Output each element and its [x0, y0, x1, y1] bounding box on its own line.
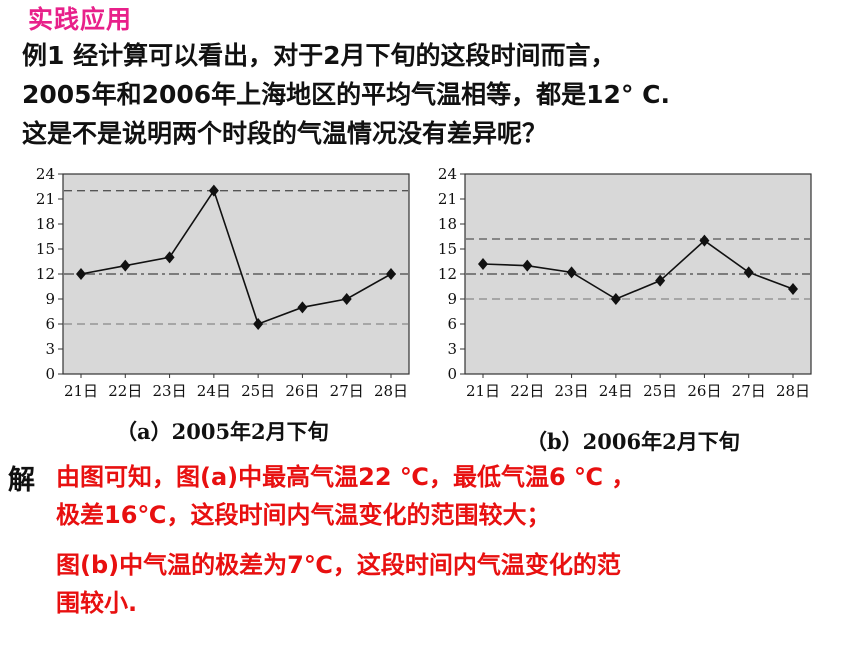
data-point	[610, 293, 621, 305]
x-tick-label: 23日	[153, 382, 187, 400]
data-point	[120, 259, 131, 272]
data-point	[297, 301, 308, 314]
data-point	[164, 251, 175, 264]
y-tick-label: 12	[438, 265, 457, 283]
data-point	[208, 184, 219, 197]
y-tick-label: 3	[447, 340, 457, 358]
data-point	[566, 266, 577, 279]
chart-b: 0 3 6 9 12 15 18 21 24 21日 22日 23日 24日 25日 26日 27日 28日	[438, 166, 812, 400]
y-tick-label: 18	[438, 215, 457, 233]
y-tick-label: 15	[36, 240, 55, 258]
x-tick-label: 27日	[330, 382, 364, 400]
x-tick-label: 22日	[108, 382, 142, 400]
data-point	[743, 266, 754, 279]
x-tick-label: 25日	[643, 382, 677, 400]
y-tick-label: 0	[447, 365, 457, 383]
x-tick-label: 25日	[241, 382, 275, 400]
x-tick-label: 22日	[510, 382, 544, 400]
x-tick-label: 21日	[64, 382, 98, 400]
solution-line-2: 极差16℃，这段时间内气温变化的范围较大；	[56, 501, 551, 529]
data-point	[699, 234, 710, 247]
section-title: 实践应用	[28, 5, 133, 34]
y-tick-label: 21	[36, 190, 55, 208]
data-point	[76, 268, 86, 280]
chart-a: 0 3 6 9 12 15 18 21 24 21日 22日 23日 24日 25日 26日 27日 28日	[36, 166, 410, 400]
temperature-line	[482, 239, 794, 300]
y-tick-label: 24	[438, 166, 457, 183]
data-point	[478, 258, 488, 270]
data-point	[253, 318, 264, 330]
y-tick-label: 18	[36, 215, 55, 233]
x-tick-label: 28日	[374, 382, 408, 400]
example-question: 例1 经计算可以看出，对于2月下旬的这段时间而言， 2005年和2006年上海地…	[22, 36, 852, 153]
data-point	[655, 274, 666, 287]
question-line-2: 2005年和2006年上海地区的平均气温相等，都是12° C.	[22, 80, 670, 109]
y-tick-label: 9	[45, 290, 55, 308]
x-tick-label: 28日	[776, 382, 810, 400]
y-tick-label: 21	[438, 190, 457, 208]
solution-line-4: 围较小.	[56, 589, 138, 617]
y-tick-label: 9	[447, 290, 457, 308]
example-label: 例1	[22, 41, 65, 70]
x-tick-label: 24日	[599, 382, 633, 400]
solution-line-3: 图(b)中气温的极差为7℃，这段时间内气温变化的范	[56, 551, 621, 579]
y-tick-label: 6	[45, 315, 55, 333]
caption-b: （b）2006年2月下旬	[526, 429, 740, 454]
temperature-line	[80, 188, 392, 326]
data-point	[522, 259, 533, 272]
x-tick-label: 21日	[466, 382, 500, 400]
y-tick-label: 3	[45, 340, 55, 358]
caption-a: （a）2005年2月下旬	[116, 419, 329, 444]
y-tick-label: 12	[36, 265, 55, 283]
y-tick-label: 24	[36, 166, 55, 183]
data-point	[386, 268, 396, 280]
y-tick-label: 0	[45, 365, 55, 383]
x-tick-label: 27日	[732, 382, 766, 400]
data-point	[341, 293, 352, 305]
question-text-1: 经计算可以看出，对于2月下旬的这段时间而言，	[73, 41, 616, 70]
x-tick-label: 24日	[197, 382, 231, 400]
question-line-1: 例1 经计算可以看出，对于2月下旬的这段时间而言，	[22, 36, 852, 75]
question-line-3: 这是不是说明两个时段的气温情况没有差异呢？	[22, 119, 548, 148]
x-tick-label: 26日	[285, 382, 319, 400]
x-tick-label: 23日	[555, 382, 589, 400]
solution-line-1: 由图可知，图(a)中最高气温22 ℃，最低气温6 ℃ ，	[56, 463, 636, 491]
data-point	[788, 283, 798, 295]
solution-label: 解	[8, 465, 35, 496]
x-tick-label: 26日	[687, 382, 721, 400]
y-tick-label: 15	[438, 240, 457, 258]
y-tick-label: 6	[447, 315, 457, 333]
